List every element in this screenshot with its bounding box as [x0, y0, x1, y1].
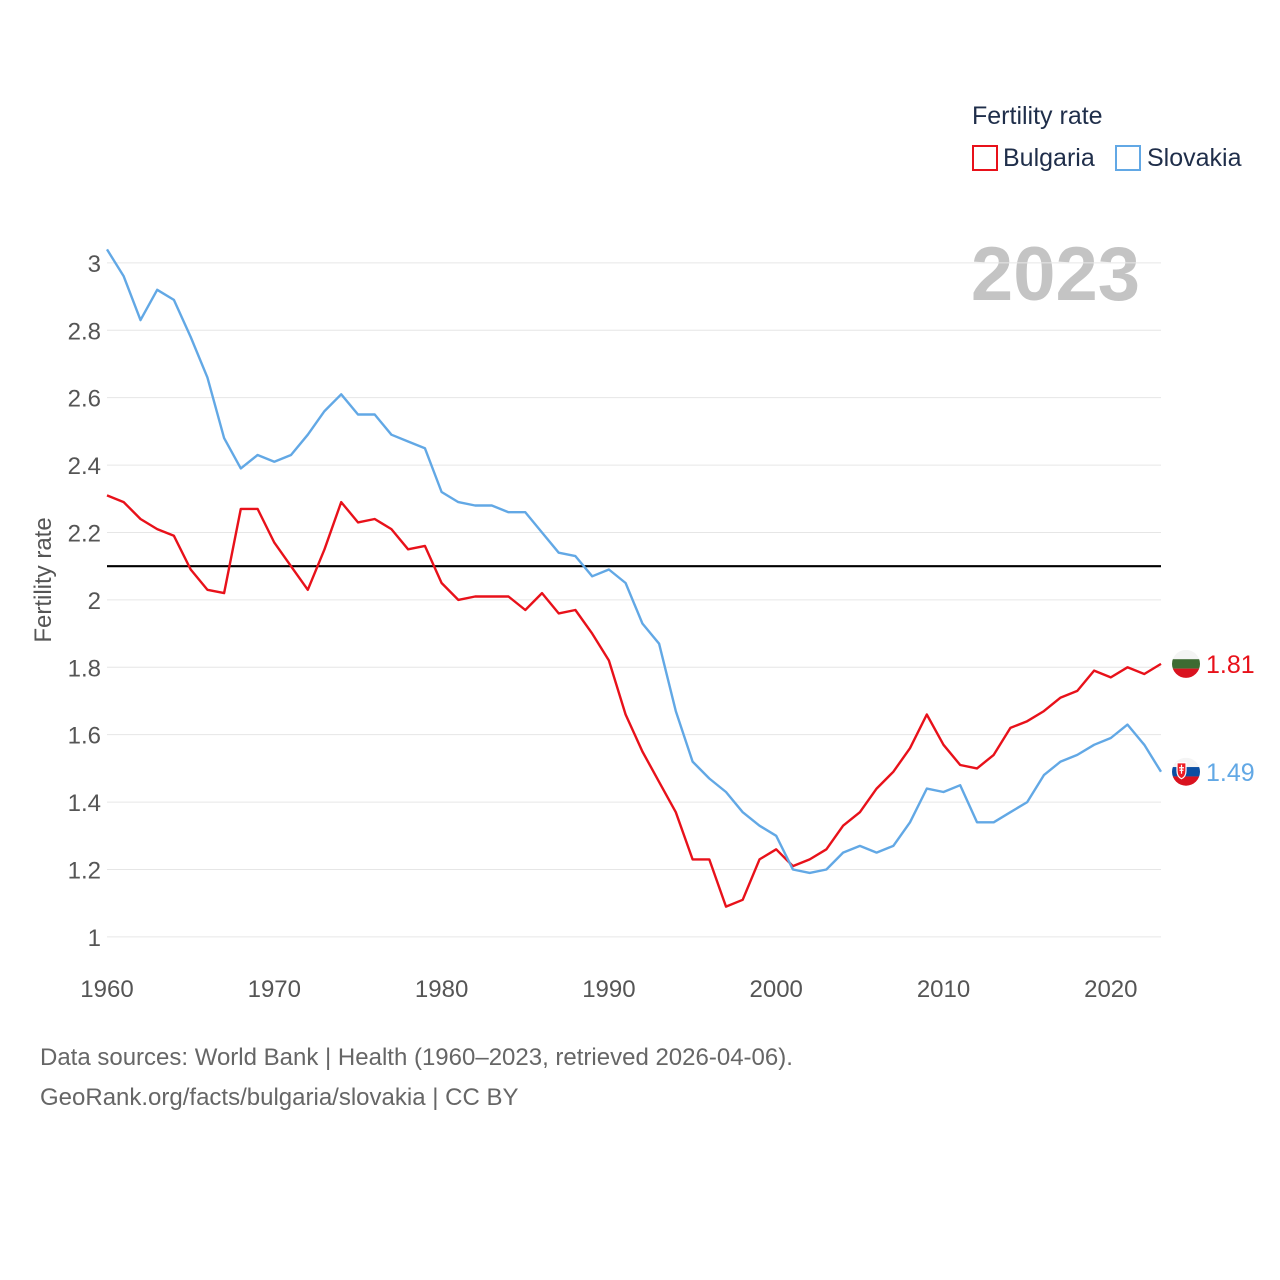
x-tick-label: 2010 — [917, 976, 970, 1003]
x-tick-label: 1970 — [248, 976, 301, 1003]
y-tick-label: 2 — [88, 588, 101, 615]
legend-swatch-slovakia — [1115, 145, 1141, 171]
gridlines — [107, 262, 1161, 938]
y-axis-title: Fertility rate — [30, 517, 57, 642]
legend: Fertility rate Bulgaria Slovakia — [972, 102, 1242, 172]
x-axis-ticks: 1960 1970 1980 1990 2000 2010 2020 — [80, 976, 1137, 1003]
legend-item-bulgaria[interactable]: Bulgaria — [972, 144, 1095, 172]
y-tick-label: 3 — [88, 251, 101, 278]
series-line-slovakia[interactable] — [105, 248, 1163, 875]
y-tick-label: 2.4 — [68, 453, 101, 480]
credit-link[interactable]: GeoRank.org/facts/bulgaria/slovakia | CC… — [40, 1084, 519, 1111]
data-source-note: Data sources: World Bank | Health (1960–… — [40, 1044, 793, 1071]
x-tick-label: 1980 — [415, 976, 468, 1003]
y-tick-label: 2.8 — [68, 318, 101, 345]
legend-swatch-bulgaria — [972, 145, 998, 171]
legend-label-bulgaria: Bulgaria — [1003, 144, 1095, 172]
y-axis-ticks: 1 1.2 1.4 1.6 1.8 2 2.2 2.4 2.6 2.8 3 — [68, 251, 101, 952]
x-tick-label: 1990 — [582, 976, 635, 1003]
year-label: 2023 — [971, 232, 1140, 317]
y-tick-label: 1.8 — [68, 655, 101, 682]
y-tick-label: 2.6 — [68, 386, 101, 413]
y-tick-label: 1.4 — [68, 790, 101, 817]
end-value-label-slovakia: 1.49 — [1206, 759, 1255, 787]
y-tick-label: 2.2 — [68, 520, 101, 547]
series-line-bulgaria[interactable] — [106, 494, 1162, 908]
x-tick-label: 2020 — [1084, 976, 1137, 1003]
x-tick-label: 1960 — [80, 976, 133, 1003]
legend-label-slovakia: Slovakia — [1147, 144, 1242, 172]
legend-title: Fertility rate — [972, 102, 1103, 130]
end-value-label-bulgaria: 1.81 — [1206, 651, 1255, 679]
series-lines — [105, 248, 1163, 908]
y-tick-label: 1.6 — [68, 723, 101, 750]
y-tick-label: 1.2 — [68, 857, 101, 884]
flag-icon-bulgaria — [1172, 649, 1200, 678]
y-tick-label: 1 — [88, 925, 101, 952]
x-tick-label: 2000 — [750, 976, 803, 1003]
legend-item-slovakia[interactable]: Slovakia — [1115, 144, 1242, 172]
end-markers: 1.81 1.49 — [1172, 649, 1255, 787]
fertility-rate-chart: Fertility rate Bulgaria Slovakia 2023 Fe… — [30, 102, 1255, 1003]
flag-icon-slovakia — [1172, 757, 1200, 786]
